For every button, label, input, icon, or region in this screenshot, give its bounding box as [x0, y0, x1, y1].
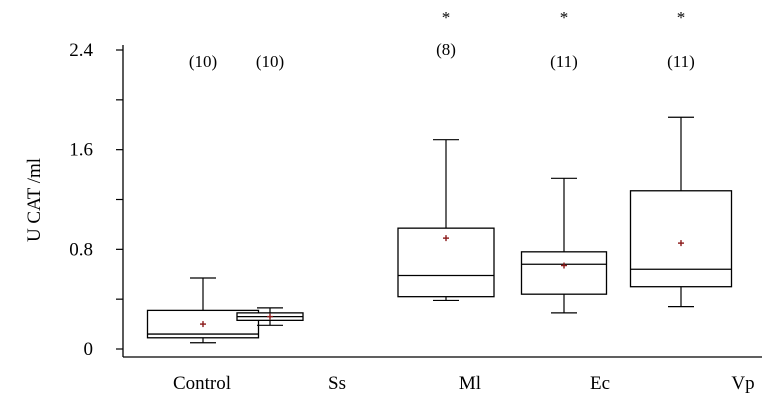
y-tick-label: 1.6 — [69, 140, 93, 161]
box-vp — [629, 116, 733, 308]
box-control — [146, 277, 260, 344]
y-tick-label: 2.4 — [69, 40, 93, 61]
y-tick-label: 0.8 — [69, 239, 93, 260]
x-tick-label: Vp — [731, 373, 754, 394]
sample-size-label: (11) — [667, 52, 695, 71]
sample-size-label: (8) — [436, 40, 456, 59]
y-tick-label: 0 — [84, 339, 94, 360]
sample-size-label: (10) — [189, 52, 217, 71]
significance-marker: * — [677, 8, 686, 27]
category-labels: (10) Control (10) Ss * (8) Ml * (11) Ec * (11) Vp — [173, 8, 755, 394]
boxes — [146, 116, 733, 344]
x-tick-label: Ss — [328, 373, 346, 394]
x-tick-label: Ec — [590, 373, 610, 394]
box-ss — [236, 307, 304, 326]
significance-marker: * — [442, 8, 451, 27]
box-iqr — [629, 190, 733, 288]
box-ec — [520, 177, 608, 314]
x-tick-label: Ml — [459, 373, 481, 394]
x-tick-label: Control — [173, 373, 231, 394]
y-axis-title: U CAT /ml — [24, 158, 45, 242]
sample-size-label: (10) — [256, 52, 284, 71]
y-ticks: 0 0.8 1.6 2.4 — [69, 40, 123, 360]
box-ml — [397, 139, 495, 302]
box-iqr — [397, 227, 495, 298]
significance-marker: * — [560, 8, 569, 27]
box-iqr — [520, 251, 608, 295]
sample-size-label: (11) — [550, 52, 578, 71]
